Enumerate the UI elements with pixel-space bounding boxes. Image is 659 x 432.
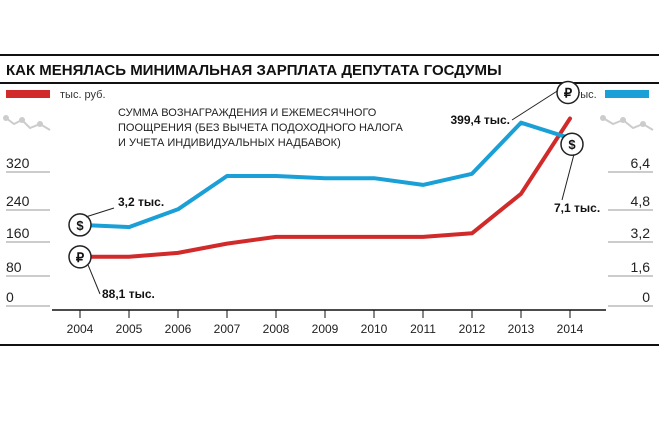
rub-start-callout-leader	[87, 264, 101, 295]
right-dots-decoration	[600, 115, 654, 131]
svg-text:₽: ₽	[76, 250, 85, 265]
chart-title: КАК МЕНЯЛАСЬ МИНИМАЛЬНАЯ ЗАРПЛАТА ДЕПУТА…	[6, 62, 502, 79]
left-axis-ticks: 320 240 160 80 0	[6, 155, 50, 307]
right-tick-label: 4,8	[631, 193, 651, 209]
ruble-start-badge: ₽	[68, 245, 92, 269]
left-axis-unit: тыс. руб.	[60, 89, 106, 101]
rub-start-callout: 88,1 тыс.	[102, 287, 155, 301]
x-tick-label: 2010	[361, 322, 388, 336]
note-line-3: И УЧЕТА ИНДИВИДУАЛЬНЫХ НАДБАВОК)	[118, 137, 341, 149]
rub-end-callout-leader	[511, 90, 559, 121]
svg-text:$: $	[76, 218, 84, 233]
x-tick-label: 2014	[557, 322, 584, 336]
dollar-end-badge: $	[560, 132, 584, 156]
rub-end-callout: 399,4 тыс.	[451, 113, 511, 127]
x-tick-label: 2013	[508, 322, 535, 336]
usd-end-callout-leader	[561, 154, 575, 201]
x-tick-label: 2005	[116, 322, 143, 336]
right-tick-label: 0	[642, 289, 650, 305]
ruble-end-badge: ₽	[556, 80, 580, 105]
right-axis-ticks: 6,4 4,8 3,2 1,6 0	[608, 155, 653, 307]
right-tick-label: 3,2	[631, 225, 651, 241]
right-tick-label: 6,4	[631, 155, 651, 171]
svg-text:₽: ₽	[564, 85, 573, 100]
left-tick-label: 160	[6, 225, 30, 241]
x-tick-label: 2011	[410, 322, 436, 336]
left-tick-label: 0	[6, 289, 14, 305]
dollar-start-badge: $	[68, 213, 92, 237]
x-tick-label: 2004	[67, 322, 94, 336]
annotation-layer: ₽ $ ₽ $3,2 тыс. 88,1 тыс. 399,4 тыс. 7,1 тыс.	[68, 80, 600, 301]
series-layer	[78, 116, 572, 259]
x-tick-label: 2007	[214, 322, 241, 336]
x-tick-label: 2009	[312, 322, 339, 336]
legend-rub-swatch	[6, 90, 50, 98]
note-line-2: ПООЩРЕНИЯ (БЕЗ ВЫЧЕТА ПОДОХОДНОГО НАЛОГА	[118, 122, 403, 134]
usd-start-callout-leader	[85, 207, 115, 218]
left-dots-decoration	[3, 115, 51, 131]
usd-start-callout: 3,2 тыс.	[118, 195, 164, 209]
left-tick-label: 320	[6, 155, 30, 171]
x-tick-label: 2006	[165, 322, 192, 336]
right-tick-label: 1,6	[631, 259, 651, 275]
left-tick-label: 240	[6, 193, 30, 209]
usd-end-callout: 7,1 тыс.	[554, 201, 600, 215]
svg-text:$: $	[568, 137, 576, 152]
x-tick-label: 2012	[459, 322, 486, 336]
legend-usd-swatch	[605, 90, 649, 98]
note-line-1: СУММА ВОЗНАГРАЖДЕНИЯ И ЕЖЕМЕСЯЧНОГО	[118, 107, 377, 119]
left-tick-label: 80	[6, 259, 22, 275]
x-tick-label: 2008	[263, 322, 290, 336]
x-axis-ticks: 2004 2005 2006 2007 2008 2009 2010 2011 2012 2013…	[67, 310, 584, 336]
